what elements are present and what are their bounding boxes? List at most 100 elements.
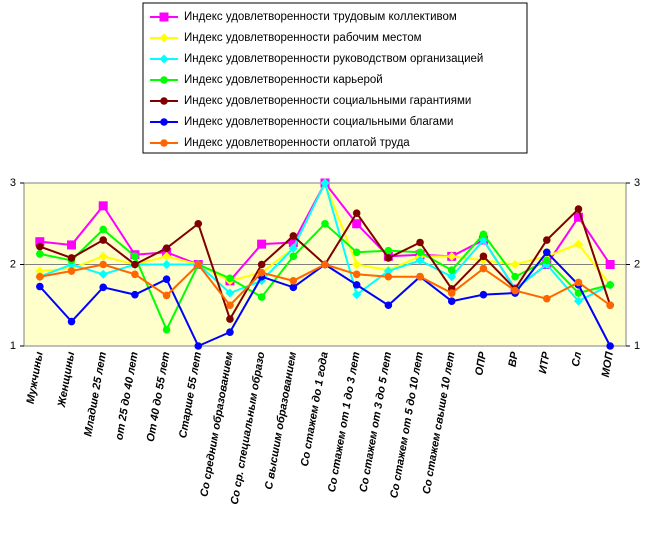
marker <box>67 317 76 326</box>
marker <box>99 225 108 234</box>
marker <box>67 254 76 262</box>
x-tick-label: Со ср. специальным образо <box>229 351 268 506</box>
marker <box>542 294 551 303</box>
marker <box>352 281 361 289</box>
marker <box>573 212 583 222</box>
x-tick-label: Мужчины <box>25 350 46 405</box>
x-tick-label: От 40 до 55 лет <box>145 351 173 443</box>
marker <box>162 325 171 334</box>
marker <box>225 288 235 298</box>
y2-tick-label: 1 <box>634 340 640 352</box>
marker <box>98 269 108 279</box>
x-tick-label: ВР <box>506 350 521 368</box>
legend-label: Индекс удовлетворенности руководством ор… <box>184 53 483 65</box>
marker <box>257 239 267 249</box>
legend-marker <box>160 118 168 126</box>
legend-marker <box>159 54 169 64</box>
x-tick-label: Со стажем от 5 до 10 лет <box>388 351 426 499</box>
marker <box>511 286 519 295</box>
marker <box>352 270 361 279</box>
marker <box>36 242 44 251</box>
marker <box>67 267 76 275</box>
marker <box>606 281 614 289</box>
y-tick-label: 1 <box>10 340 16 352</box>
legend-box <box>142 2 528 154</box>
marker <box>384 301 393 310</box>
marker <box>542 236 551 244</box>
marker <box>99 260 108 269</box>
marker <box>415 255 425 265</box>
legend-label: Индекс удовлетворенности оплатой труда <box>184 137 410 149</box>
x-tick-label: от 25 до 40 лет <box>113 351 140 441</box>
marker <box>131 252 139 261</box>
x-tick-label: Со средним образованием <box>198 351 235 498</box>
marker <box>321 260 329 269</box>
x-tick-label: Женщины <box>56 350 78 409</box>
marker <box>194 219 203 228</box>
marker <box>99 236 108 244</box>
marker <box>98 201 108 211</box>
marker <box>605 260 615 269</box>
marker <box>131 270 139 279</box>
marker <box>352 248 361 257</box>
marker <box>542 248 551 257</box>
marker <box>36 250 44 258</box>
legend-marker <box>160 139 168 147</box>
marker <box>352 219 362 229</box>
marker <box>131 260 139 269</box>
marker <box>542 256 551 265</box>
marker <box>67 240 77 250</box>
marker <box>510 260 520 269</box>
marker <box>574 278 583 287</box>
marker <box>447 297 456 305</box>
marker <box>226 315 234 323</box>
x-tick-label: Со стажем от 1 до 3 лет <box>326 351 363 493</box>
marker <box>352 209 361 217</box>
marker <box>384 254 393 262</box>
marker <box>606 301 614 310</box>
marker <box>226 328 234 336</box>
marker <box>479 252 488 261</box>
marker <box>194 260 203 269</box>
legend-marker <box>160 97 168 105</box>
legend-label: Индекс удовлетворенности социальными гар… <box>184 95 471 107</box>
marker <box>574 205 583 213</box>
marker <box>383 266 393 276</box>
marker <box>606 342 614 350</box>
marker <box>162 275 171 283</box>
marker <box>194 342 203 350</box>
marker <box>36 282 44 291</box>
x-tick-label: ОПР <box>473 350 489 376</box>
marker <box>416 238 424 247</box>
marker <box>36 272 44 281</box>
x-tick-label: Со стажем до 1 года <box>299 351 331 467</box>
marker <box>99 283 108 292</box>
marker <box>384 246 393 255</box>
y2-tick-label: 3 <box>634 177 640 189</box>
marker <box>416 248 424 257</box>
marker <box>162 251 172 261</box>
legend-label: Индекс удовлетворенности карьерой <box>184 74 383 86</box>
y-tick-label: 3 <box>10 177 16 189</box>
marker <box>226 301 234 310</box>
marker <box>447 289 456 297</box>
marker <box>447 266 456 275</box>
marker <box>131 290 139 299</box>
marker <box>573 296 583 306</box>
marker <box>162 244 171 252</box>
marker <box>384 272 393 281</box>
y-tick-label: 2 <box>10 258 16 270</box>
legend-marker <box>160 76 168 84</box>
marker <box>447 272 457 282</box>
x-tick-label: МОП <box>600 350 616 378</box>
marker <box>511 272 519 281</box>
marker <box>289 277 298 285</box>
legend-marker <box>159 33 169 43</box>
legend-label: Индекс удовлетворенности социальными бла… <box>184 116 453 128</box>
x-tick-label: Младше 25 лет <box>82 351 109 438</box>
marker <box>479 290 488 299</box>
marker <box>35 266 45 276</box>
marker <box>162 291 171 300</box>
legend-label: Индекс удовлетворенности рабочим местом <box>184 32 422 44</box>
legend-label: Индекс удовлетворенности трудовым коллек… <box>184 11 457 23</box>
